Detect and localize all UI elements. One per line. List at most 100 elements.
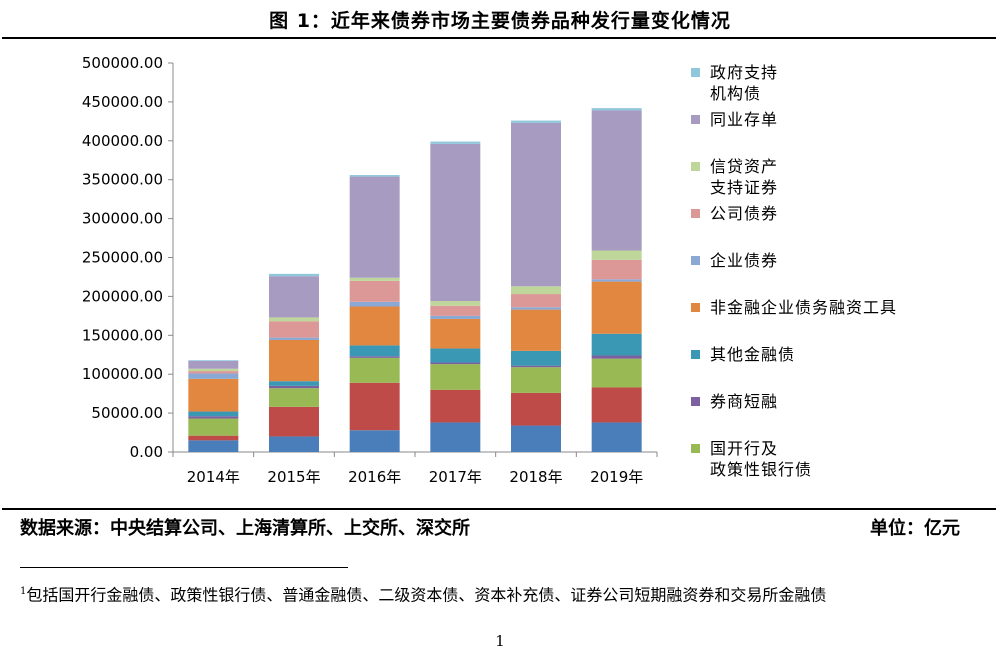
bar-segment [349,277,400,281]
y-tick-label: 50000.00 [91,404,163,422]
legend-label: 信贷资产 [710,157,778,176]
bar-segment [591,108,642,111]
data-source: 数据来源：中央结算公司、上海清算所、上交所、深交所 [20,518,470,539]
x-tick-label: 2015年 [267,468,320,486]
y-tick-label: 300000.00 [82,210,163,228]
bar-segment [269,385,319,389]
bar-segment [269,388,319,407]
bar-segment [430,364,481,390]
y-tick-label: 250000.00 [82,249,163,267]
bar-segment [349,382,400,431]
legend-label: 支持证券 [710,178,778,197]
stacked-bar-chart: 0.00 50000.00 100000.00 150000.00 200000.00 2… [82,54,897,486]
bar-segment [188,378,239,412]
bar-segment [269,317,319,322]
bar-segment [591,259,642,280]
bar-segment [188,435,239,441]
footnote: 1包括国开行金融债、政策性银行债、普通金融债、二级资本债、资本补充债、证券公司短… [20,580,980,607]
bar-segment [188,416,239,419]
bar-segment [511,367,561,393]
bar-segment [430,315,481,319]
legend-label: 其他金融债 [710,345,795,364]
bar-segment [430,389,481,423]
bar-segment [430,422,481,452]
legend-swatch [691,397,700,406]
bar-segment [349,357,400,383]
legend-swatch [691,162,700,171]
x-tick-label: 2017年 [429,468,482,486]
legend-swatch [691,256,700,265]
bar-segment [591,422,642,452]
bar-segment [511,392,561,426]
x-tick-label: 2019年 [590,468,643,486]
bar-segment [430,362,481,365]
bar-segment [430,348,481,363]
bar-segment [188,418,239,436]
bar-segment [511,294,561,308]
bar-segment [430,318,481,349]
bar-segment [511,307,561,310]
unit-label: 单位：亿元 [870,518,960,539]
bar-segment [188,440,239,452]
legend-swatch [691,209,700,218]
bar-segment [511,122,561,287]
bar-segment [269,406,319,437]
bar-segment [591,110,642,251]
bar-segment [269,321,319,338]
footnote-mark: 1 [20,586,27,597]
footnote-text: 包括国开行金融债、政策性银行债、普通金融债、二级资本债、资本补充债、证券公司短期… [26,585,827,605]
bar-segment [349,345,400,357]
bar-segment [188,411,239,417]
bar-segment [591,333,642,356]
legend-label: 同业存单 [710,110,778,129]
legend-swatch [691,68,700,77]
bar-segment [269,436,319,452]
bar-segment [511,425,561,452]
y-tick-label: 200000.00 [82,287,163,305]
y-tick-label: 450000.00 [82,93,163,111]
bar-segment [349,356,400,358]
bar-segment [269,276,319,318]
bar-segment [349,306,400,346]
bar-segment [430,301,481,306]
legend-label: 机构债 [710,84,761,103]
y-tick-label: 400000.00 [82,132,163,150]
bar-segment [511,309,561,351]
bar-segment [511,365,561,368]
bar-segment [188,360,239,361]
bar-segment [430,143,481,302]
bar-segment [430,305,481,316]
x-tick-label: 2018年 [509,468,562,486]
bar-segment [269,339,319,382]
y-tick-label: 350000.00 [82,171,163,189]
chart-bottom-rule [2,508,996,510]
legend-label: 政策性银行债 [710,460,812,479]
legend-label: 企业债券 [710,251,778,270]
bar-segment [349,176,400,278]
bar-segment [188,368,239,372]
legend-swatch [691,303,700,312]
x-tick-label: 2014年 [187,468,240,486]
bar-segment [430,141,481,144]
bar-segment [591,281,642,334]
bar-segment [511,350,561,366]
bar-segment [511,120,561,123]
title-rule [2,37,996,39]
legend-swatch [691,115,700,124]
legend-label: 非金融企业债务融资工具 [710,298,897,317]
bar-segment [591,250,642,260]
x-tick-label: 2016年 [348,468,401,486]
legend-label: 政府支持 [710,63,778,82]
bar-segment [269,273,319,277]
legend-swatch [691,444,700,453]
bar-segment [188,373,239,379]
legend-label: 国开行及 [710,439,778,458]
bar-segment [349,301,400,307]
legend-swatch [691,350,700,359]
legend-label: 公司债券 [710,204,778,223]
bar-segment [591,387,642,423]
footnote-rule [20,567,348,568]
y-tick-label: 150000.00 [82,326,163,344]
bar-segment [269,381,319,386]
bar-segment [349,175,400,177]
